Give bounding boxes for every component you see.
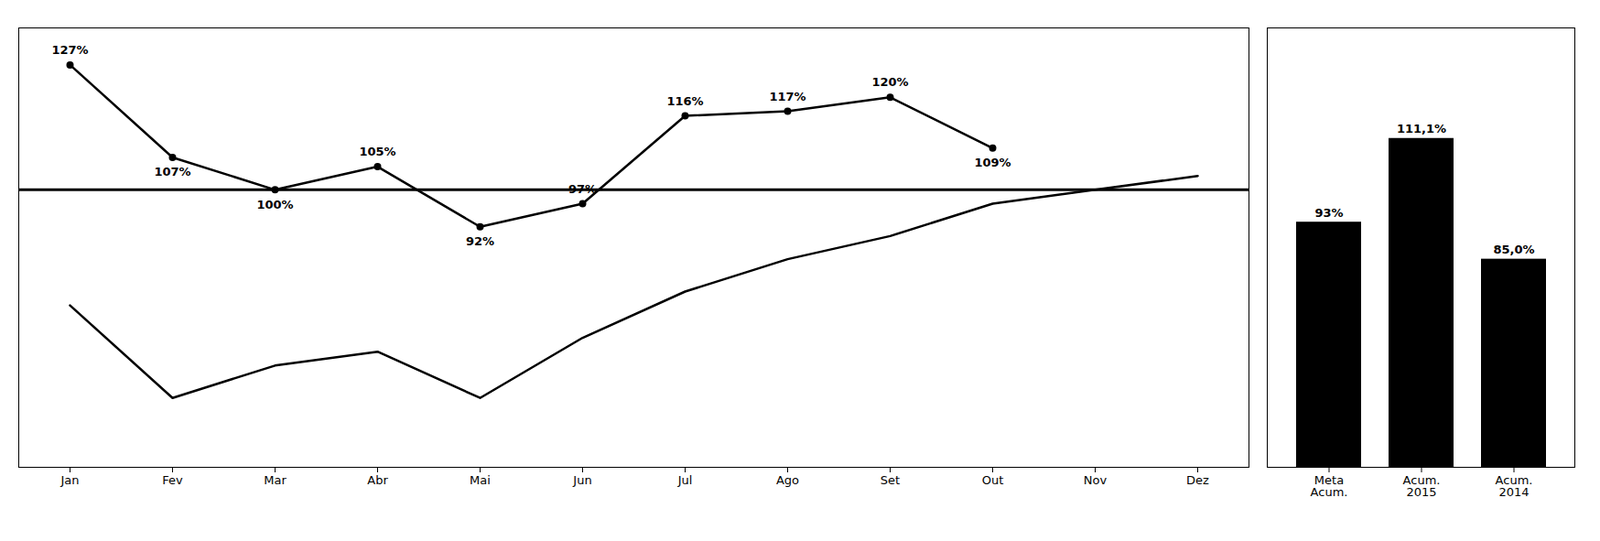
- svg-text:100%: 100%: [256, 197, 293, 212]
- svg-text:97%: 97%: [568, 182, 597, 196]
- svg-text:Mar: Mar: [263, 473, 287, 487]
- svg-text:117%: 117%: [768, 89, 806, 104]
- svg-text:Nov: Nov: [1083, 473, 1108, 487]
- svg-text:92%: 92%: [465, 234, 495, 249]
- svg-text:Out: Out: [982, 473, 1005, 487]
- svg-text:107%: 107%: [153, 164, 191, 179]
- svg-text:105%: 105%: [358, 144, 396, 159]
- svg-text:109%: 109%: [973, 155, 1011, 170]
- svg-text:93%: 93%: [1314, 205, 1343, 220]
- svg-text:Fev: Fev: [162, 473, 184, 487]
- svg-text:Ago: Ago: [776, 473, 800, 487]
- svg-text:Jan: Jan: [59, 473, 79, 487]
- svg-text:Set: Set: [880, 473, 900, 487]
- svg-text:127%: 127%: [51, 43, 88, 57]
- svg-text:Acum.2014: Acum.2014: [1495, 473, 1534, 499]
- svg-text:Abr: Abr: [367, 473, 389, 487]
- svg-text:Acum.2015: Acum.2015: [1403, 473, 1441, 499]
- svg-text:120%: 120%: [871, 75, 909, 89]
- svg-text:85,0%: 85,0%: [1492, 242, 1535, 257]
- svg-text:MetaAcum.: MetaAcum.: [1310, 473, 1349, 499]
- svg-text:Jul: Jul: [677, 473, 693, 487]
- svg-text:116%: 116%: [666, 94, 703, 109]
- svg-text:Dez: Dez: [1186, 473, 1210, 487]
- svg-text:111,1%: 111,1%: [1396, 121, 1447, 136]
- svg-text:Jun: Jun: [572, 473, 592, 487]
- svg-text:Mai: Mai: [469, 473, 491, 487]
